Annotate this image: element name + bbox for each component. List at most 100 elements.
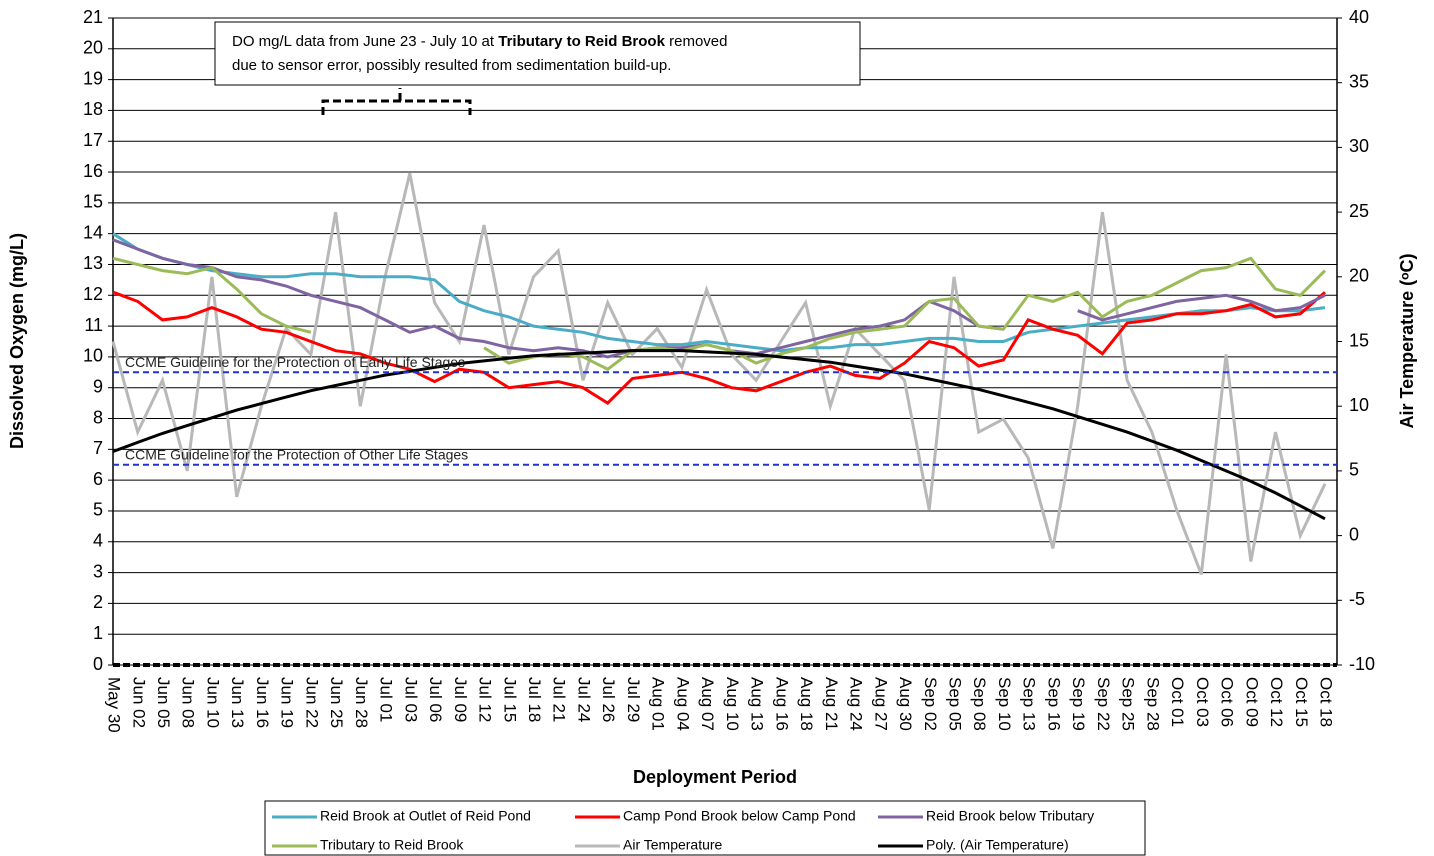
x-axis-title: Deployment Period <box>633 767 797 787</box>
x-tick-label: Aug 07 <box>698 677 717 731</box>
series-line <box>112 290 1326 406</box>
annotation-text: DO mg/L data from June 23 - July 10 at <box>232 33 498 50</box>
y-tick-label: 18 <box>83 99 103 119</box>
x-tick-label: Jun 10 <box>203 677 222 728</box>
x-tick-label: Jun 19 <box>278 677 297 728</box>
annotation-text: due to sensor error, possibly resulted f… <box>232 57 671 74</box>
x-tick-label: Oct 06 <box>1218 677 1237 727</box>
guideline-label: CCME Guideline for the Protection of Oth… <box>125 446 468 462</box>
annotation-text: removed <box>665 33 728 50</box>
legend-entries: Reid Brook at Outlet of Reid Pond Camp Po… <box>272 808 1094 853</box>
y2-tick-label: 20 <box>1349 266 1369 286</box>
x-tick-label: Jul 06 <box>426 677 445 722</box>
x-tick-label: Aug 16 <box>772 677 791 731</box>
y-axis-title: Dissolved Oxygen (mg/L) <box>7 233 27 449</box>
series-line <box>112 232 1326 353</box>
x-tick-label: Sep 22 <box>1094 677 1113 731</box>
x-tick-label: Jun 02 <box>129 677 148 728</box>
x-tick-label: Oct 09 <box>1242 677 1261 727</box>
x-tick-label: Jul 26 <box>599 677 618 722</box>
plot-area: 0123456789101112131415161718192021-10-50… <box>83 7 1375 733</box>
x-tick-label: Aug 13 <box>748 677 767 731</box>
y2-tick-label: 25 <box>1349 201 1369 221</box>
legend <box>264 800 1146 856</box>
annotation: DO mg/L data from June 23 - July 10 at T… <box>232 33 727 50</box>
x-tick-label: Aug 21 <box>822 677 841 731</box>
x-tick-label: Oct 03 <box>1193 677 1212 727</box>
annotation-text: Tributary to Reid Brook <box>498 33 665 50</box>
y-tick-label: 15 <box>83 192 103 212</box>
y-tick-label: 13 <box>83 253 103 273</box>
x-tick-label: Jul 24 <box>574 677 593 722</box>
y-tick-label: 1 <box>93 623 103 643</box>
y2-tick-label: 15 <box>1349 330 1369 350</box>
x-tick-label: Oct 12 <box>1267 677 1286 727</box>
x-tick-label: Sep 28 <box>1143 677 1162 731</box>
x-tick-label: Jul 21 <box>550 677 569 722</box>
series-line <box>111 172 1327 575</box>
y-tick-label: 6 <box>93 469 103 489</box>
y-tick-label: 4 <box>93 531 103 551</box>
x-tick-label: Aug 30 <box>896 677 915 731</box>
x-tick-label: Aug 18 <box>797 677 816 731</box>
x-tick-label: Jun 28 <box>352 677 371 728</box>
series-line <box>112 238 1326 359</box>
y2-tick-label: -10 <box>1349 654 1375 674</box>
y-tick-label: 10 <box>83 346 103 366</box>
y2-tick-label: 5 <box>1349 460 1359 480</box>
x-tick-label: Sep 16 <box>1044 677 1063 731</box>
x-tick-label: Jul 09 <box>451 677 470 722</box>
x-tick-label: Aug 04 <box>673 677 692 731</box>
y-tick-label: 12 <box>83 284 103 304</box>
series-line <box>112 349 1326 521</box>
guideline-label: CCME Guideline for the Protection of Ear… <box>125 354 465 370</box>
x-tick-label: Sep 25 <box>1119 677 1138 731</box>
y2-tick-label: -5 <box>1349 589 1365 609</box>
x-tick-label: Sep 08 <box>970 677 989 731</box>
y-tick-label: 14 <box>83 222 103 242</box>
y-tick-label: 2 <box>93 592 103 612</box>
bracket <box>321 88 472 115</box>
x-tick-label: Jul 01 <box>377 677 396 722</box>
x-tick-label: Aug 10 <box>723 677 742 731</box>
legend-label: Tributary to Reid Brook <box>320 837 464 853</box>
y2-tick-label: 35 <box>1349 71 1369 91</box>
y2-tick-label: 0 <box>1349 524 1359 544</box>
x-tick-label: Jul 29 <box>624 677 643 722</box>
x-tick-label: Jun 05 <box>154 677 173 728</box>
y-tick-label: 8 <box>93 407 103 427</box>
x-tick-label: Oct 18 <box>1317 677 1336 727</box>
y-tick-label: 7 <box>93 438 103 458</box>
x-tick-label: Sep 02 <box>921 677 940 731</box>
y-tick-label: 19 <box>83 68 103 88</box>
y-tick-label: 21 <box>83 7 103 27</box>
x-tick-label: Jun 25 <box>327 677 346 728</box>
y-tick-label: 17 <box>83 130 103 150</box>
x-tick-label: Sep 05 <box>945 677 964 731</box>
x-tick-label: Jun 13 <box>228 677 247 728</box>
y2-tick-label: 10 <box>1349 395 1369 415</box>
x-tick-label: Oct 15 <box>1292 677 1311 727</box>
legend-label: Camp Pond Brook below Camp Pond <box>623 808 856 824</box>
y-tick-label: 20 <box>83 38 103 58</box>
series-line <box>112 256 1327 371</box>
x-tick-label: Sep 19 <box>1069 677 1088 731</box>
x-tick-label: Aug 24 <box>847 677 866 731</box>
x-tick-label: Jun 08 <box>179 677 198 728</box>
y-tick-label: 16 <box>83 161 103 181</box>
y2-tick-label: 40 <box>1349 7 1369 27</box>
x-tick-label: Aug 27 <box>871 677 890 731</box>
y2-axis-title: Air Temperature (ᵒC) <box>1397 253 1417 428</box>
legend-label: Reid Brook below Tributary <box>926 808 1094 824</box>
legend-label: Reid Brook at Outlet of Reid Pond <box>320 808 531 824</box>
x-tick-label: Jun 22 <box>302 677 321 728</box>
y2-tick-label: 30 <box>1349 136 1369 156</box>
y-tick-label: 5 <box>93 500 103 520</box>
x-tick-label: Jul 03 <box>401 677 420 722</box>
x-tick-label: Jul 15 <box>500 677 519 722</box>
x-tick-label: Sep 10 <box>995 677 1014 731</box>
y-tick-label: 0 <box>93 654 103 674</box>
x-tick-label: Oct 01 <box>1168 677 1187 727</box>
y-tick-label: 3 <box>93 561 103 581</box>
